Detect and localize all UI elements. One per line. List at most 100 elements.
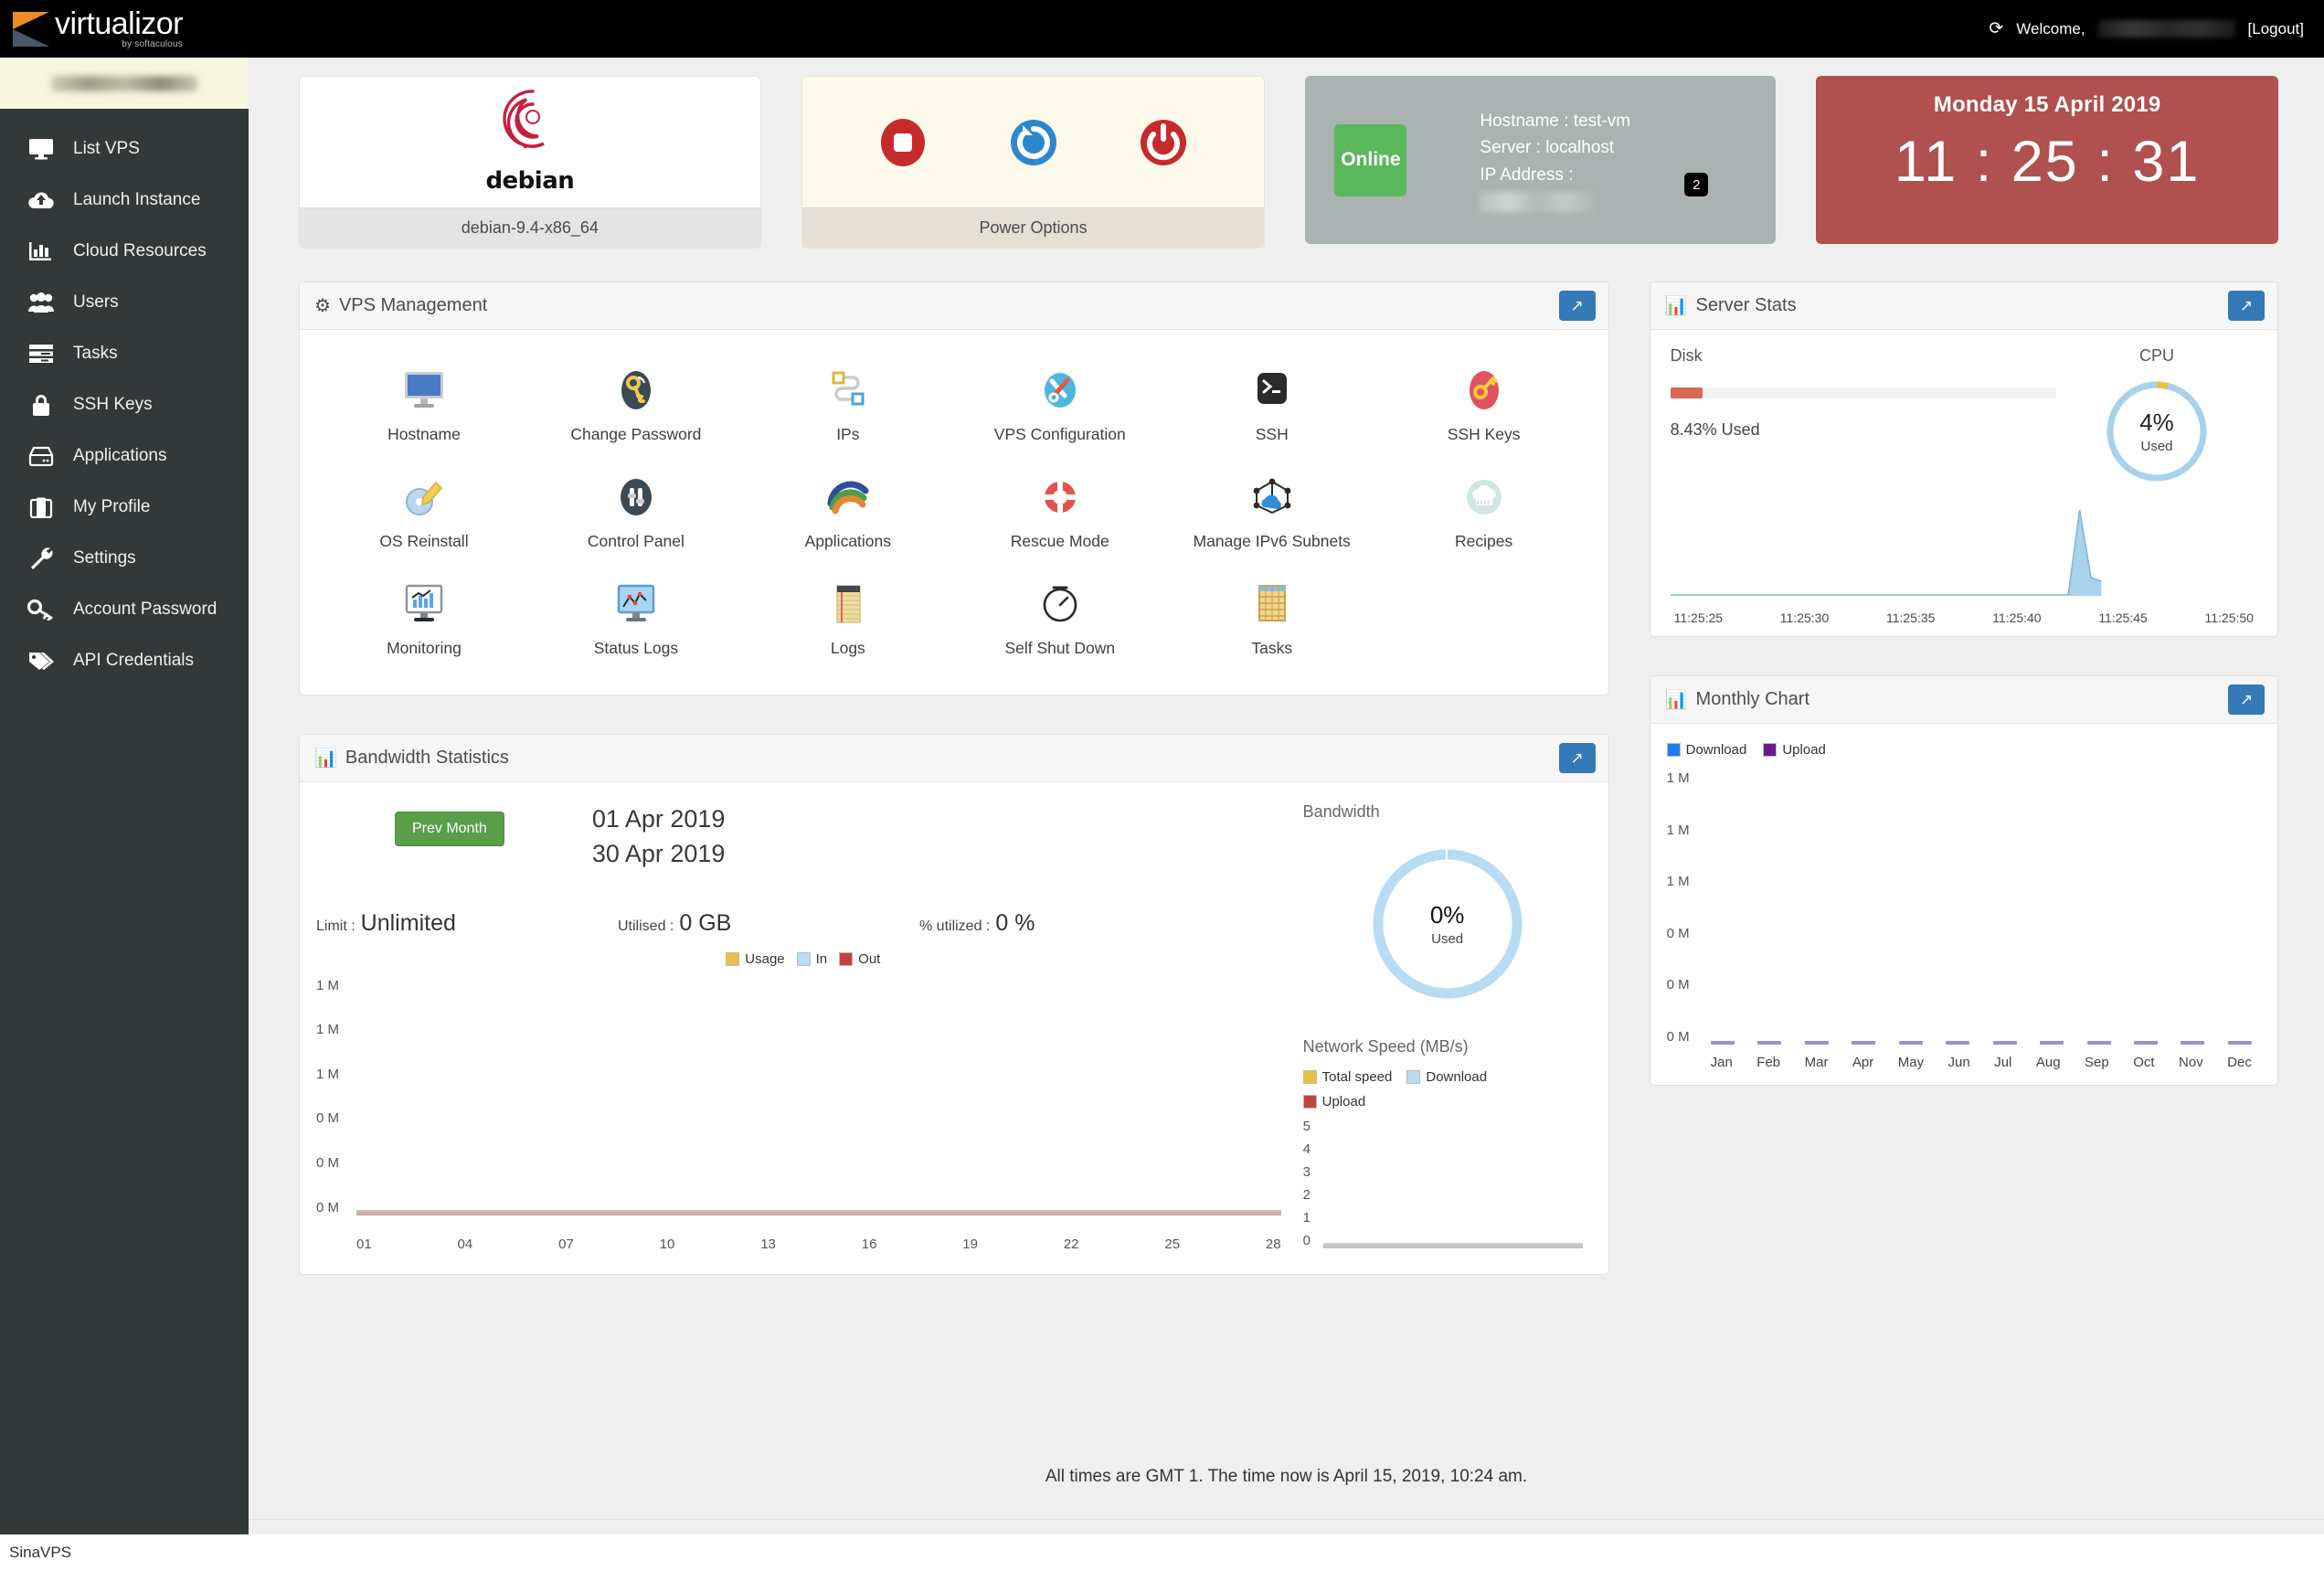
sidebar-item-my-profile[interactable]: My Profile — [0, 482, 249, 533]
sidebar-banner-redacted — [51, 75, 197, 91]
vps-tile-ssh[interactable]: SSH — [1166, 359, 1378, 450]
timer-icon — [1035, 579, 1086, 630]
y-tick: 0 M — [316, 1154, 340, 1171]
legend-item: Upload — [1763, 742, 1826, 758]
x-tick: 28 — [1265, 1236, 1281, 1252]
chart-icon: 📊 — [314, 748, 337, 769]
y-tick: 0 M — [1666, 925, 1690, 941]
wrench-icon — [26, 545, 57, 572]
vps-tile-control-panel[interactable]: Control Panel — [530, 466, 742, 557]
bandwidth-y-axis: 1 M 1 M 1 M 0 M 0 M 0 M — [316, 978, 353, 1215]
sidebar-item-users[interactable]: Users — [0, 277, 249, 328]
sidebar-item-tasks[interactable]: Tasks — [0, 328, 249, 379]
ribbon-icon — [822, 472, 874, 523]
bandwidth-x-axis: 01 04 07 10 13 16 19 22 25 28 — [356, 1237, 1281, 1252]
y-tick: 0 M — [316, 1199, 340, 1215]
os-card: debian debian-9.4-x86_64 — [299, 76, 761, 249]
footer-note: All times are GMT 1. The time now is Apr… — [1045, 1467, 1528, 1486]
vps-tile-logs[interactable]: Logs — [742, 573, 954, 663]
sidebar-item-settings[interactable]: Settings — [0, 533, 249, 584]
vps-tile-tasks[interactable]: Tasks — [1166, 573, 1378, 663]
vps-tile-rescue-mode[interactable]: Rescue Mode — [954, 466, 1166, 557]
refresh-icon[interactable]: ⟳ — [1989, 19, 2004, 38]
sidebar-menu: List VPS Launch Instance Cloud Resources… — [0, 109, 249, 686]
logout-link[interactable]: [Logout] — [2247, 19, 2304, 37]
monitor-line-icon — [610, 579, 662, 630]
sidebar-item-account-password[interactable]: Account Password — [0, 584, 249, 635]
x-tick: Apr — [1852, 1055, 1874, 1070]
y-tick: 3 — [1302, 1164, 1311, 1180]
vps-tile-ips[interactable]: IPs — [742, 359, 954, 450]
server-list-icon — [26, 340, 57, 367]
bar — [1804, 1041, 1829, 1045]
vps-tile-label: Status Logs — [593, 639, 679, 657]
vps-tile-ssh-keys[interactable]: SSH Keys — [1378, 359, 1590, 450]
vps-tile-label: Logs — [830, 639, 865, 657]
sidebar-item-cloud-resources[interactable]: Cloud Resources — [0, 226, 249, 277]
restart-button[interactable] — [1003, 112, 1064, 173]
bar-chart-icon — [26, 238, 57, 265]
network-speed-chart: 5 4 3 2 1 0 — [1303, 1119, 1592, 1265]
vps-tile-change-password[interactable]: Change Password — [530, 359, 742, 450]
bar — [2040, 1041, 2064, 1045]
monthly-bars — [1710, 1041, 2252, 1045]
welcome-label: Welcome, — [2016, 19, 2085, 37]
sidebar-item-api-credentials[interactable]: API Credentials — [0, 635, 249, 686]
legend-swatch — [1763, 743, 1777, 757]
vps-tile-self-shut-down[interactable]: Self Shut Down — [954, 573, 1166, 663]
virtualizor-logo-icon — [13, 11, 49, 47]
legend-item: Total speed — [1302, 1069, 1392, 1085]
panel-title-text: VPS Management — [338, 295, 488, 315]
sidebar-item-launch-instance[interactable]: Launch Instance — [0, 175, 249, 226]
y-tick: 5 — [1302, 1119, 1311, 1134]
vps-tile-applications[interactable]: Applications — [742, 466, 954, 557]
legend-label: Download — [1426, 1069, 1488, 1085]
vps-tile-label: Self Shut Down — [1004, 639, 1116, 657]
vps-tile-monitoring[interactable]: Monitoring — [318, 573, 530, 663]
y-tick: 1 — [1302, 1210, 1311, 1226]
bar — [2133, 1041, 2158, 1045]
bandwidth-chart: 1 M 1 M 1 M 0 M 0 M 0 M 01 04 — [316, 978, 1290, 1252]
disk-label: Disk — [1670, 346, 1703, 365]
vps-tile-label: Tasks — [1251, 639, 1293, 657]
cpu-donut: 4% Used — [2104, 378, 2210, 484]
vps-tile-status-logs[interactable]: Status Logs — [530, 573, 742, 663]
expand-icon[interactable]: ↗ — [1558, 743, 1596, 773]
vps-tile-os-reinstall[interactable]: OS Reinstall — [318, 466, 530, 557]
sidebar-item-label: Launch Instance — [73, 190, 201, 209]
network-path-icon — [822, 365, 874, 416]
status-bar: SinaVPS — [0, 1534, 2324, 1571]
vps-tile-hostname[interactable]: Hostname — [318, 359, 530, 450]
sidebar-item-label: My Profile — [73, 497, 151, 516]
vps-tile-vps-configuration[interactable]: VPS Configuration — [954, 359, 1166, 450]
expand-icon[interactable]: ↗ — [2228, 291, 2265, 321]
expand-icon[interactable]: ↗ — [2228, 685, 2265, 715]
sidebar-item-ssh-keys[interactable]: SSH Keys — [0, 379, 249, 430]
sidebar-item-label: SSH Keys — [73, 395, 153, 414]
monitor-icon — [398, 365, 450, 416]
x-tick: 11:25:50 — [2204, 610, 2254, 625]
power-options-caption: Power Options — [801, 207, 1265, 248]
sidebar-item-list-vps[interactable]: List VPS — [0, 123, 249, 175]
y-tick: 4 — [1302, 1141, 1311, 1157]
x-tick: 13 — [760, 1236, 776, 1252]
expand-icon[interactable]: ↗ — [1558, 291, 1596, 321]
sidebar-item-applications[interactable]: Applications — [0, 430, 249, 482]
vps-tile-label: Hostname — [387, 425, 461, 443]
bandwidth-legend: Usage In Out — [316, 951, 1290, 967]
vps-tile-manage-ipv6-subnets[interactable]: Manage IPv6 Subnets — [1166, 466, 1378, 557]
vps-tile-label: Change Password — [570, 425, 702, 443]
vps-tile-recipes[interactable]: Recipes — [1378, 466, 1590, 557]
app-logo[interactable]: virtualizor by softaculous — [0, 0, 249, 58]
legend-item: In — [796, 951, 827, 967]
sidebar-item-label: Cloud Resources — [73, 241, 207, 260]
y-tick: 1 M — [1666, 874, 1690, 890]
status-bar-text: SinaVPS — [9, 1544, 72, 1561]
stop-button[interactable] — [873, 112, 933, 173]
prev-month-button[interactable]: Prev Month — [395, 812, 504, 846]
sidebar-item-label: Settings — [73, 548, 136, 568]
legend-swatch — [839, 951, 854, 966]
y-tick: 0 M — [1666, 977, 1690, 993]
power-button[interactable] — [1133, 112, 1194, 173]
vps-management-grid: Hostname Change Password IPs — [300, 330, 1608, 695]
